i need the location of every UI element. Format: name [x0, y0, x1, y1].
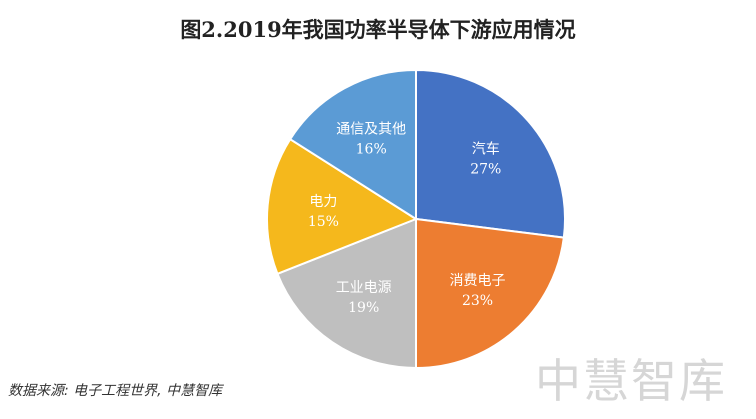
pie-slice-3 — [266, 137, 419, 276]
slice-label-2: 工业电源 — [336, 280, 392, 296]
watermark-logo: 中慧智库 — [535, 354, 727, 408]
slice-label-1: 消费电子 — [450, 273, 506, 289]
slice-value-label-1: 23% — [462, 293, 493, 309]
slice-label-4: 通信及其他 — [336, 122, 406, 138]
slice-value-label-0: 27% — [470, 162, 501, 178]
slice-value-label-2: 19% — [348, 300, 379, 316]
chart-title: 图2.2019年我国功率半导体下游应用情况 — [180, 17, 576, 42]
slice-value-label-4: 16% — [356, 142, 387, 158]
pie-slice-1 — [415, 217, 565, 370]
pie-slice-4 — [288, 68, 417, 221]
pie-slice-0 — [415, 68, 566, 239]
slice-label-0: 汽车 — [472, 141, 500, 158]
slice-label-3: 电力 — [309, 194, 337, 210]
pie-slice-2 — [276, 217, 417, 370]
slice-value-label-3: 15% — [308, 214, 339, 230]
source-note: 数据来源: 电子工程世界, 中慧智库 — [8, 383, 223, 399]
